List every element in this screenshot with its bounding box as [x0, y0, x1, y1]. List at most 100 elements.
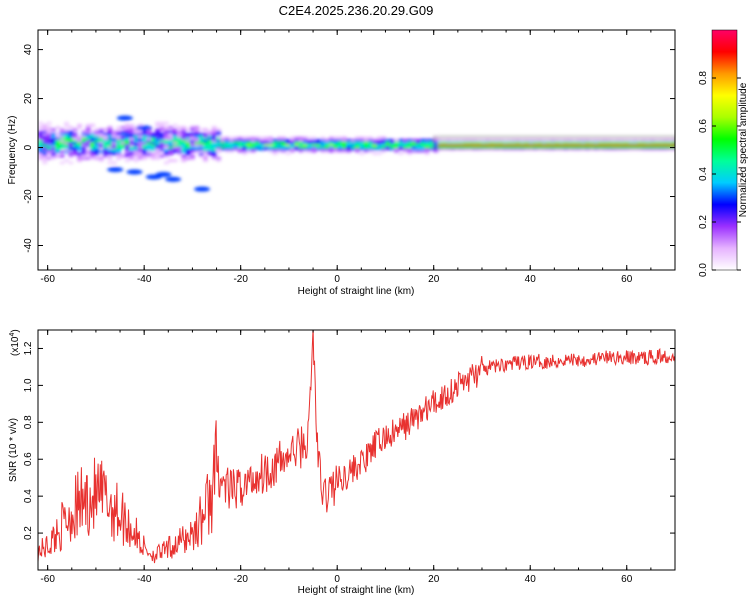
heatmap-cell — [472, 141, 478, 144]
heatmap-cell — [159, 121, 165, 125]
heatmap-cell — [203, 145, 208, 149]
heatmap-cell — [580, 141, 586, 144]
heatmap-cell — [172, 141, 178, 145]
heatmap-cell — [116, 137, 122, 140]
heatmap-cell — [376, 147, 382, 151]
heatmap-cell — [276, 136, 282, 140]
heatmap-cell — [394, 143, 400, 147]
heatmap-blob — [194, 186, 211, 192]
heatmap-cell — [59, 154, 65, 158]
heatmap-cell — [372, 145, 378, 149]
heatmap-cell — [198, 152, 204, 156]
heatmap-cell — [333, 149, 339, 153]
heatmap-cell — [142, 132, 148, 136]
heatmap-cell — [494, 138, 499, 142]
heatmap-cell — [359, 141, 365, 144]
heatmap-cell — [580, 143, 586, 147]
heatmap-cell — [533, 147, 539, 151]
heatmap-cell — [363, 138, 369, 142]
heatmap-cell — [546, 143, 552, 147]
heatmap-cell — [641, 145, 647, 149]
heatmap-cell — [198, 145, 204, 149]
snr-x-tick-label: -40 — [137, 574, 152, 585]
heatmap-cell — [194, 128, 200, 132]
heatmap-cell — [155, 152, 161, 156]
heatmap-cell — [72, 148, 78, 151]
heatmap-cell — [606, 145, 612, 149]
heatmap-cell — [546, 141, 552, 144]
heatmap-cell — [646, 145, 651, 149]
heatmap-cell — [168, 126, 174, 129]
heatmap-y-ticks: -40 -20 0 20 40 — [23, 44, 675, 253]
heatmap-cell — [428, 145, 434, 149]
heatmap-cell — [216, 139, 222, 143]
heatmap-cell — [433, 149, 439, 153]
heatmap-cell — [181, 150, 187, 154]
heatmap-cell — [142, 150, 148, 154]
heatmap-cell — [90, 145, 96, 149]
heatmap-cell — [150, 145, 156, 149]
heatmap-cell — [81, 130, 87, 134]
colorbar-gradient — [711, 29, 738, 271]
heatmap-cell — [94, 145, 100, 149]
heatmap-cell — [207, 132, 213, 136]
heatmap-cell — [259, 147, 265, 151]
heatmap-cell — [111, 137, 117, 140]
heatmap-cell — [389, 143, 395, 147]
heatmap-cell — [637, 141, 643, 144]
heatmap-cell — [38, 132, 43, 136]
heatmap-cell — [211, 126, 217, 129]
heatmap-cell — [307, 141, 313, 144]
heatmap-cell — [142, 152, 148, 156]
heatmap-cell — [242, 141, 248, 144]
heatmap-cell — [185, 137, 191, 140]
heatmap-cell — [155, 130, 161, 134]
heatmap-cell — [467, 147, 473, 151]
heatmap-cell — [520, 145, 526, 149]
snr-series-line — [38, 330, 675, 564]
heatmap-cell — [55, 141, 61, 145]
heatmap-cell — [229, 143, 235, 147]
heatmap-cell — [250, 141, 256, 144]
heatmap-cell — [129, 128, 135, 132]
heatmap-cell — [185, 132, 191, 136]
heatmap-cell — [646, 138, 651, 142]
heatmap-cell — [107, 139, 113, 143]
heatmap-cell — [250, 136, 256, 140]
heatmap-cell — [90, 156, 96, 160]
heatmap-cell — [533, 141, 539, 144]
heatmap-cell — [276, 143, 282, 147]
heatmap-cell — [415, 138, 421, 142]
heatmap-cell — [211, 143, 217, 147]
heatmap-cell — [190, 137, 195, 140]
heatmap-cell — [133, 145, 139, 149]
heatmap-cell — [355, 138, 360, 142]
heatmap-cell — [298, 136, 304, 140]
heatmap-cell — [176, 141, 182, 145]
heatmap-cell — [311, 145, 317, 149]
heatmap-cell — [268, 136, 274, 140]
heatmap-cell — [216, 134, 222, 138]
heatmap-cell — [77, 154, 83, 158]
heatmap-cell — [198, 132, 204, 136]
heatmap-cell — [507, 147, 513, 151]
heatmap-cell — [172, 143, 178, 147]
heatmap-cell — [163, 145, 169, 149]
heatmap-cell — [107, 130, 113, 134]
heatmap-cell — [90, 152, 96, 156]
heatmap-cell — [85, 134, 91, 138]
heatmap-cell — [198, 137, 204, 140]
heatmap-cell — [216, 141, 222, 145]
heatmap-cell — [242, 145, 248, 149]
heatmap-cell — [176, 132, 182, 136]
heatmap-cell — [359, 143, 365, 147]
heatmap-cell — [337, 138, 343, 142]
heatmap-cell — [342, 141, 347, 144]
heatmap-cell — [428, 138, 434, 142]
heatmap-cell — [276, 141, 282, 144]
heatmap-cell — [424, 141, 430, 144]
heatmap-cell — [116, 126, 122, 129]
heatmap-cell — [116, 150, 122, 154]
heatmap-cell — [302, 147, 308, 151]
heatmap-cell — [633, 147, 638, 151]
